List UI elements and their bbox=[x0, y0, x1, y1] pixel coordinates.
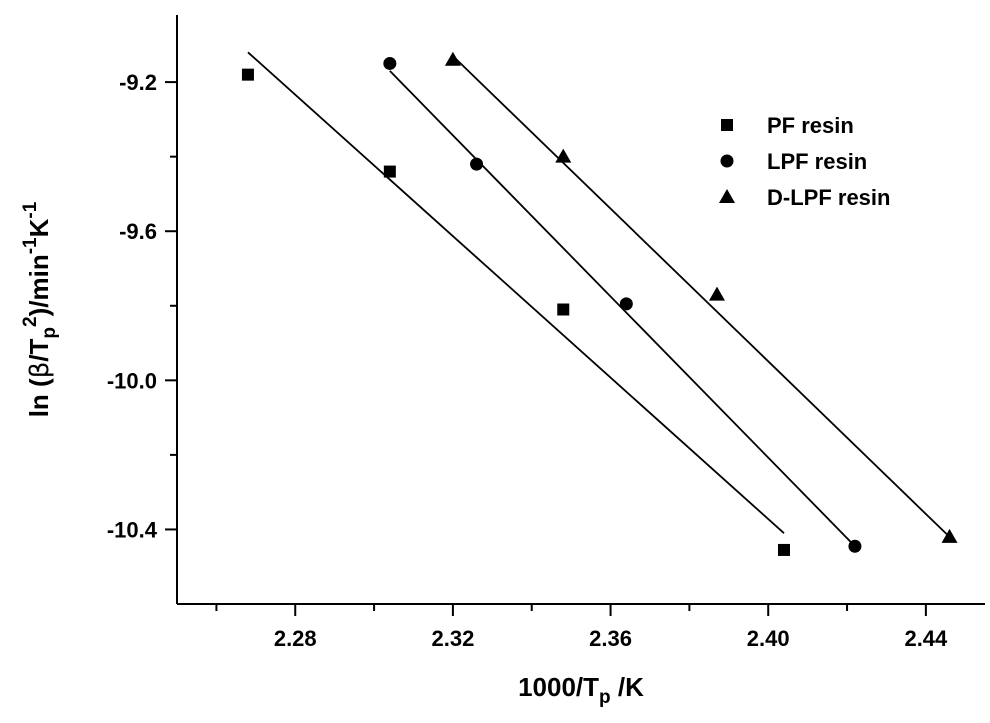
data-point bbox=[941, 528, 958, 543]
legend-label: PF resin bbox=[767, 113, 854, 138]
data-point bbox=[470, 157, 484, 171]
data-point bbox=[619, 297, 633, 311]
legend-marker bbox=[720, 154, 734, 168]
x-tick-label: 2.28 bbox=[274, 626, 317, 651]
data-point bbox=[557, 303, 570, 316]
x-tick-label: 2.40 bbox=[747, 626, 790, 651]
y-axis-label: ln (β/Tp2)/min-1K-1 bbox=[20, 201, 60, 417]
data-markers bbox=[241, 51, 958, 556]
x-tick-label: 2.36 bbox=[589, 626, 632, 651]
data-point bbox=[777, 543, 790, 556]
x-tick-label: 2.44 bbox=[904, 626, 948, 651]
data-point bbox=[383, 56, 397, 70]
fit-line bbox=[452, 55, 951, 538]
y-tick-label: -9.2 bbox=[119, 70, 157, 95]
plot-area bbox=[176, 15, 985, 605]
legend-label: D-LPF resin bbox=[767, 185, 890, 210]
legend: PF resin LPF resin D-LPF resin bbox=[719, 113, 890, 210]
data-point bbox=[383, 165, 396, 178]
data-point bbox=[708, 286, 725, 301]
y-tick-label: -9.6 bbox=[119, 219, 157, 244]
y-tick-label: -10.0 bbox=[107, 368, 157, 393]
data-point bbox=[848, 539, 862, 553]
y-tick-label: -10.4 bbox=[107, 517, 158, 542]
data-point bbox=[444, 51, 461, 66]
fit-line bbox=[247, 51, 785, 534]
x-axis-label: 1000/Tp /K bbox=[518, 672, 644, 708]
data-point bbox=[241, 68, 254, 81]
legend-label: LPF resin bbox=[767, 149, 867, 174]
x-tick-label: 2.32 bbox=[431, 626, 474, 651]
legend-marker bbox=[719, 189, 735, 203]
data-point bbox=[555, 148, 572, 163]
legend-marker bbox=[721, 119, 733, 131]
axis-ticks: 2.28 2.32 2.36 2.40 2.44 -9.2 -9.6 -10.0 -10.4 bbox=[107, 70, 948, 651]
